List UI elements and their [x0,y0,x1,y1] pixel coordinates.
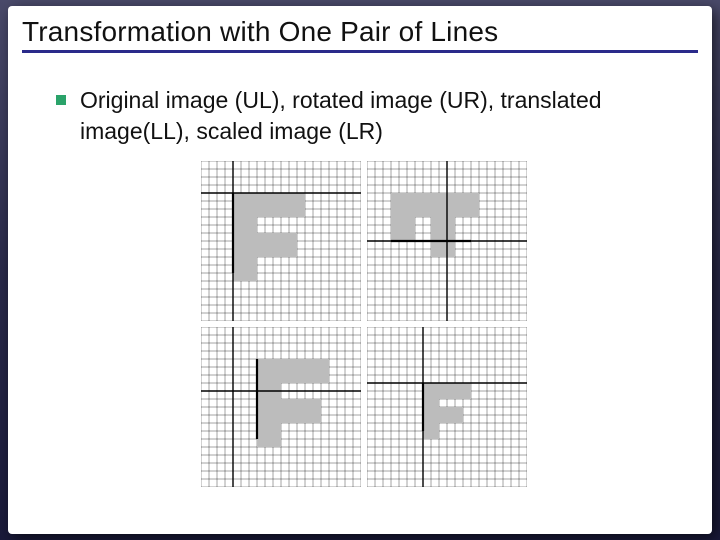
figure-panel-lr [367,327,527,487]
bullet-text: Original image (UL), rotated image (UR),… [80,85,672,147]
figure-wrap [56,161,672,487]
figure-grid-2x2 [201,161,527,487]
figure-panel-ul [201,161,361,321]
figure-panel-ur [367,161,527,321]
bullet-row: Original image (UL), rotated image (UR),… [56,85,672,147]
slide-body: Original image (UL), rotated image (UR),… [8,53,712,487]
figure-panel-ll [201,327,361,487]
title-bar: Transformation with One Pair of Lines [22,16,698,53]
bullet-icon [56,95,66,105]
slide-title: Transformation with One Pair of Lines [22,16,698,48]
slide: Transformation with One Pair of Lines Or… [8,6,712,534]
